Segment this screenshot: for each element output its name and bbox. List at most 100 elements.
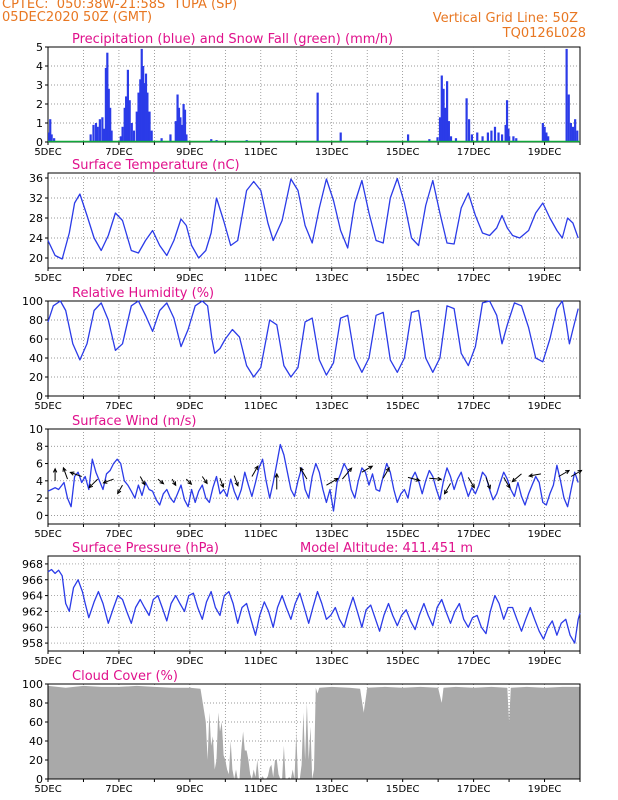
wind-arrow	[485, 477, 491, 490]
wind-arrow-head	[299, 466, 304, 472]
temperature-xtick-label: 5DEC	[34, 273, 61, 284]
wind-arrow	[88, 478, 99, 489]
precip-bar	[106, 52, 109, 143]
precip-bar	[110, 130, 113, 142]
wind-arrow	[299, 466, 308, 480]
temperature-ytick-label: 24	[29, 232, 43, 245]
precip-bar	[146, 92, 149, 142]
precip-bar	[143, 83, 146, 142]
cloud-ytick-label: 40	[29, 735, 43, 748]
pressure-ytick-label: 962	[22, 605, 43, 618]
wind-ytick-label: 4	[36, 475, 43, 488]
cloud-title: Cloud Cover (%)	[72, 669, 178, 684]
wind-arrow	[570, 469, 583, 477]
wind-arrow-shaft	[382, 467, 390, 479]
cloud-xtick-label: 11DEC	[244, 784, 278, 795]
temperature-ytick-label: 20	[29, 252, 43, 265]
cloud-ytick-label: 20	[29, 754, 43, 767]
precip-bar	[436, 137, 439, 142]
precip-bar	[497, 132, 500, 142]
wind-arrow-shaft	[62, 467, 68, 480]
wind-arrow-head	[172, 481, 177, 487]
model-code: TQ0126L028	[502, 26, 586, 41]
humidity-line	[47, 300, 579, 378]
pressure-ytick-label: 958	[22, 637, 43, 650]
wind-arrow-head	[274, 472, 279, 478]
cloud-xtick-label: 19DEC	[528, 784, 562, 795]
humidity-ytick-label: 20	[29, 371, 43, 384]
pressure-ytick-label: 968	[22, 558, 43, 571]
wind-title: Surface Wind (m/s)	[72, 414, 196, 429]
precip-bar	[128, 100, 131, 142]
wind-arrow-head	[234, 481, 239, 487]
temperature-xtick-label: 19DEC	[528, 273, 562, 284]
wind-arrow	[102, 478, 114, 484]
pressure-xtick-label: 17DEC	[457, 656, 491, 667]
wind-arrow-shaft	[570, 470, 582, 477]
precip-ytick-label: 3	[36, 79, 43, 92]
precip-bar	[53, 138, 56, 142]
wind-arrow-shaft	[341, 467, 353, 480]
precip-bar	[449, 136, 453, 142]
precip-bar	[565, 48, 568, 142]
precip-bar	[490, 130, 493, 142]
precip-bar	[103, 128, 106, 142]
wind-xtick-label: 7DEC	[105, 529, 132, 540]
cloud-area	[48, 685, 580, 779]
precip-bar	[177, 107, 181, 142]
wind-arrow	[157, 478, 165, 485]
cloud-ytick-label: 0	[36, 773, 43, 786]
wind-arrow-shaft	[185, 478, 192, 485]
precip-bar	[512, 136, 515, 142]
wind-arrow-shaft	[429, 477, 442, 480]
precip-bar	[92, 124, 95, 142]
precip-bar	[123, 107, 126, 142]
precip-bar	[104, 67, 108, 142]
temperature-xtick-label: 13DEC	[315, 273, 349, 284]
panel-precip: 0 1 2 3 4 5 5DEC 7DEC 9DEC 11DEC 13DEC 15DEC 17DEC 19…	[34, 32, 581, 158]
precip-bar	[94, 123, 98, 142]
wind-arrow-shaft	[467, 477, 475, 489]
wind-arrow	[52, 467, 58, 481]
wind-xtick-label: 19DEC	[528, 529, 562, 540]
cloud-xtick-label: 15DEC	[386, 784, 420, 795]
panel-humidity: 0 20 40 60 80 100 5DEC 7DEC 9DEC 11DEC 13DEC 15DEC 1…	[22, 286, 581, 412]
wind-arrow	[185, 478, 193, 486]
temperature-ytick-label: 32	[29, 192, 43, 205]
wind-arrow-shaft	[219, 478, 224, 488]
wind-xtick-label: 15DEC	[386, 529, 420, 540]
pressure-annotation: Model Altitude: 411.451 m	[300, 541, 473, 556]
wind-arrow	[326, 477, 339, 486]
precip-bar	[406, 134, 410, 142]
wind-line	[47, 443, 579, 512]
wind-arrow-head	[62, 466, 67, 472]
precip-bar	[107, 88, 110, 142]
humidity-xtick-label: 9DEC	[176, 401, 203, 412]
precip-xtick-label: 11DEC	[244, 147, 278, 158]
wind-xtick-label: 9DEC	[176, 529, 203, 540]
precip-bar	[454, 138, 458, 142]
humidity-xtick-label: 15DEC	[386, 401, 420, 412]
precip-bar	[139, 79, 142, 142]
precip-bar	[470, 134, 474, 142]
humidity-ytick-label: 60	[29, 333, 43, 346]
cloud-ytick-label: 80	[29, 697, 43, 710]
precip-bar	[98, 119, 101, 142]
precip-bar	[515, 138, 518, 142]
wind-arrow	[139, 476, 146, 486]
precip-bar	[185, 134, 188, 142]
precip-bar	[142, 66, 145, 142]
wind-arrow-head	[220, 483, 225, 489]
wind-ytick-label: 0	[36, 509, 43, 522]
precip-bar	[442, 88, 445, 142]
wind-arrow	[511, 473, 522, 483]
precip-bar	[505, 100, 509, 142]
pressure-ytick-label: 966	[22, 574, 43, 587]
wind-arrow	[558, 469, 571, 477]
wind-arrow-head	[102, 479, 108, 484]
precip-bar	[446, 81, 449, 142]
wind-arrow-shaft	[299, 467, 308, 480]
precip-bar	[447, 121, 450, 142]
run-date: 05DEC2020 50Z (GMT)	[2, 10, 153, 25]
cloud-xtick-label: 9DEC	[176, 784, 203, 795]
